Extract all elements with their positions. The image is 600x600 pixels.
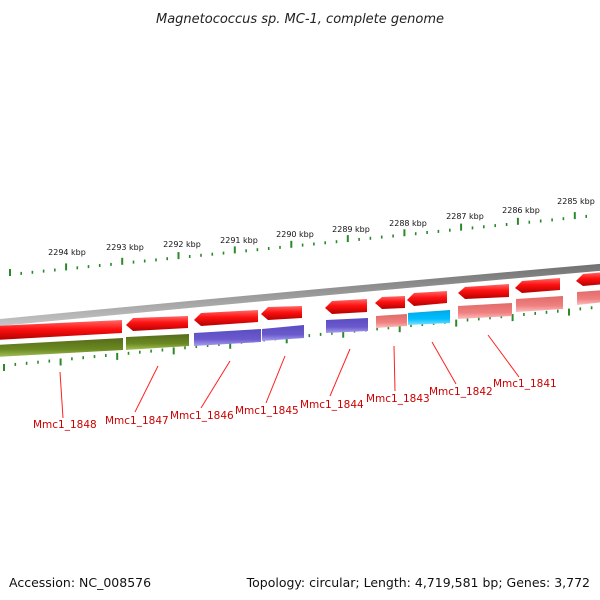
scale-label: 2288 kbp (389, 219, 427, 228)
scale-labels: 2294 kbp 2293 kbp 2292 kbp 2291 kbp 2290… (48, 197, 595, 257)
scale-label: 2287 kbp (446, 212, 484, 221)
gene-label: Mmc1_1844 (300, 399, 364, 411)
leader-line (265, 355, 286, 404)
scale-label: 2292 kbp (163, 240, 201, 249)
gene-label: Mmc1_1842 (429, 386, 493, 398)
cds-feature (261, 306, 302, 320)
cds-feature (0, 320, 122, 340)
scale-label: 2294 kbp (48, 248, 86, 257)
cds-feature (407, 291, 447, 306)
leader-line (393, 345, 396, 392)
genome-backbone (0, 263, 600, 327)
cds-feature (194, 310, 258, 326)
leader-line (329, 348, 351, 397)
leader-line (200, 360, 231, 409)
cds-feature (375, 296, 405, 309)
gene-feature (376, 314, 407, 328)
leader-line (487, 334, 520, 378)
scale-label: 2285 kbp (557, 197, 595, 206)
scale-label: 2289 kbp (332, 225, 370, 234)
map-title: Magnetococcus sp. MC-1, complete genome (156, 12, 444, 27)
cds-feature (576, 272, 600, 286)
leader-line (134, 365, 159, 413)
accession-text: Accession: NC_008576 (9, 575, 151, 590)
gene-label: Mmc1_1845 (235, 405, 299, 417)
gene-feature (577, 290, 600, 305)
gene-feature (0, 338, 123, 357)
scale-label: 2293 kbp (106, 243, 144, 252)
leader-line (431, 341, 457, 385)
gene-feature (326, 318, 368, 333)
cds-feature (515, 278, 560, 293)
scale-label: 2286 kbp (502, 206, 540, 215)
gene-feature (458, 303, 512, 319)
scale-label: 2290 kbp (276, 230, 314, 239)
cds-feature (126, 316, 188, 331)
genome-summary-text: Topology: circular; Length: 4,719,581 bp… (246, 575, 590, 590)
gene-labels: Mmc1_1848 Mmc1_1847 Mmc1_1846 Mmc1_1845 … (33, 378, 557, 431)
leader-line (59, 371, 64, 419)
gene-label: Mmc1_1841 (493, 378, 557, 390)
gene-strand-features (0, 290, 600, 357)
cds-feature (458, 284, 509, 299)
cds-feature (325, 299, 367, 314)
gene-feature (126, 334, 189, 350)
label-leaders (59, 334, 520, 419)
forward-strand-features (0, 272, 600, 340)
scale-label: 2291 kbp (220, 236, 258, 245)
gene-feature (194, 329, 261, 346)
gene-label: Mmc1_1843 (366, 393, 430, 405)
gene-label: Mmc1_1848 (33, 419, 97, 431)
gene-feature (262, 325, 304, 341)
gene-feature (516, 296, 563, 312)
gene-label: Mmc1_1846 (170, 410, 234, 422)
gene-label: Mmc1_1847 (105, 415, 169, 427)
outer-tick-ring (9, 212, 588, 276)
gene-feature (408, 310, 450, 325)
